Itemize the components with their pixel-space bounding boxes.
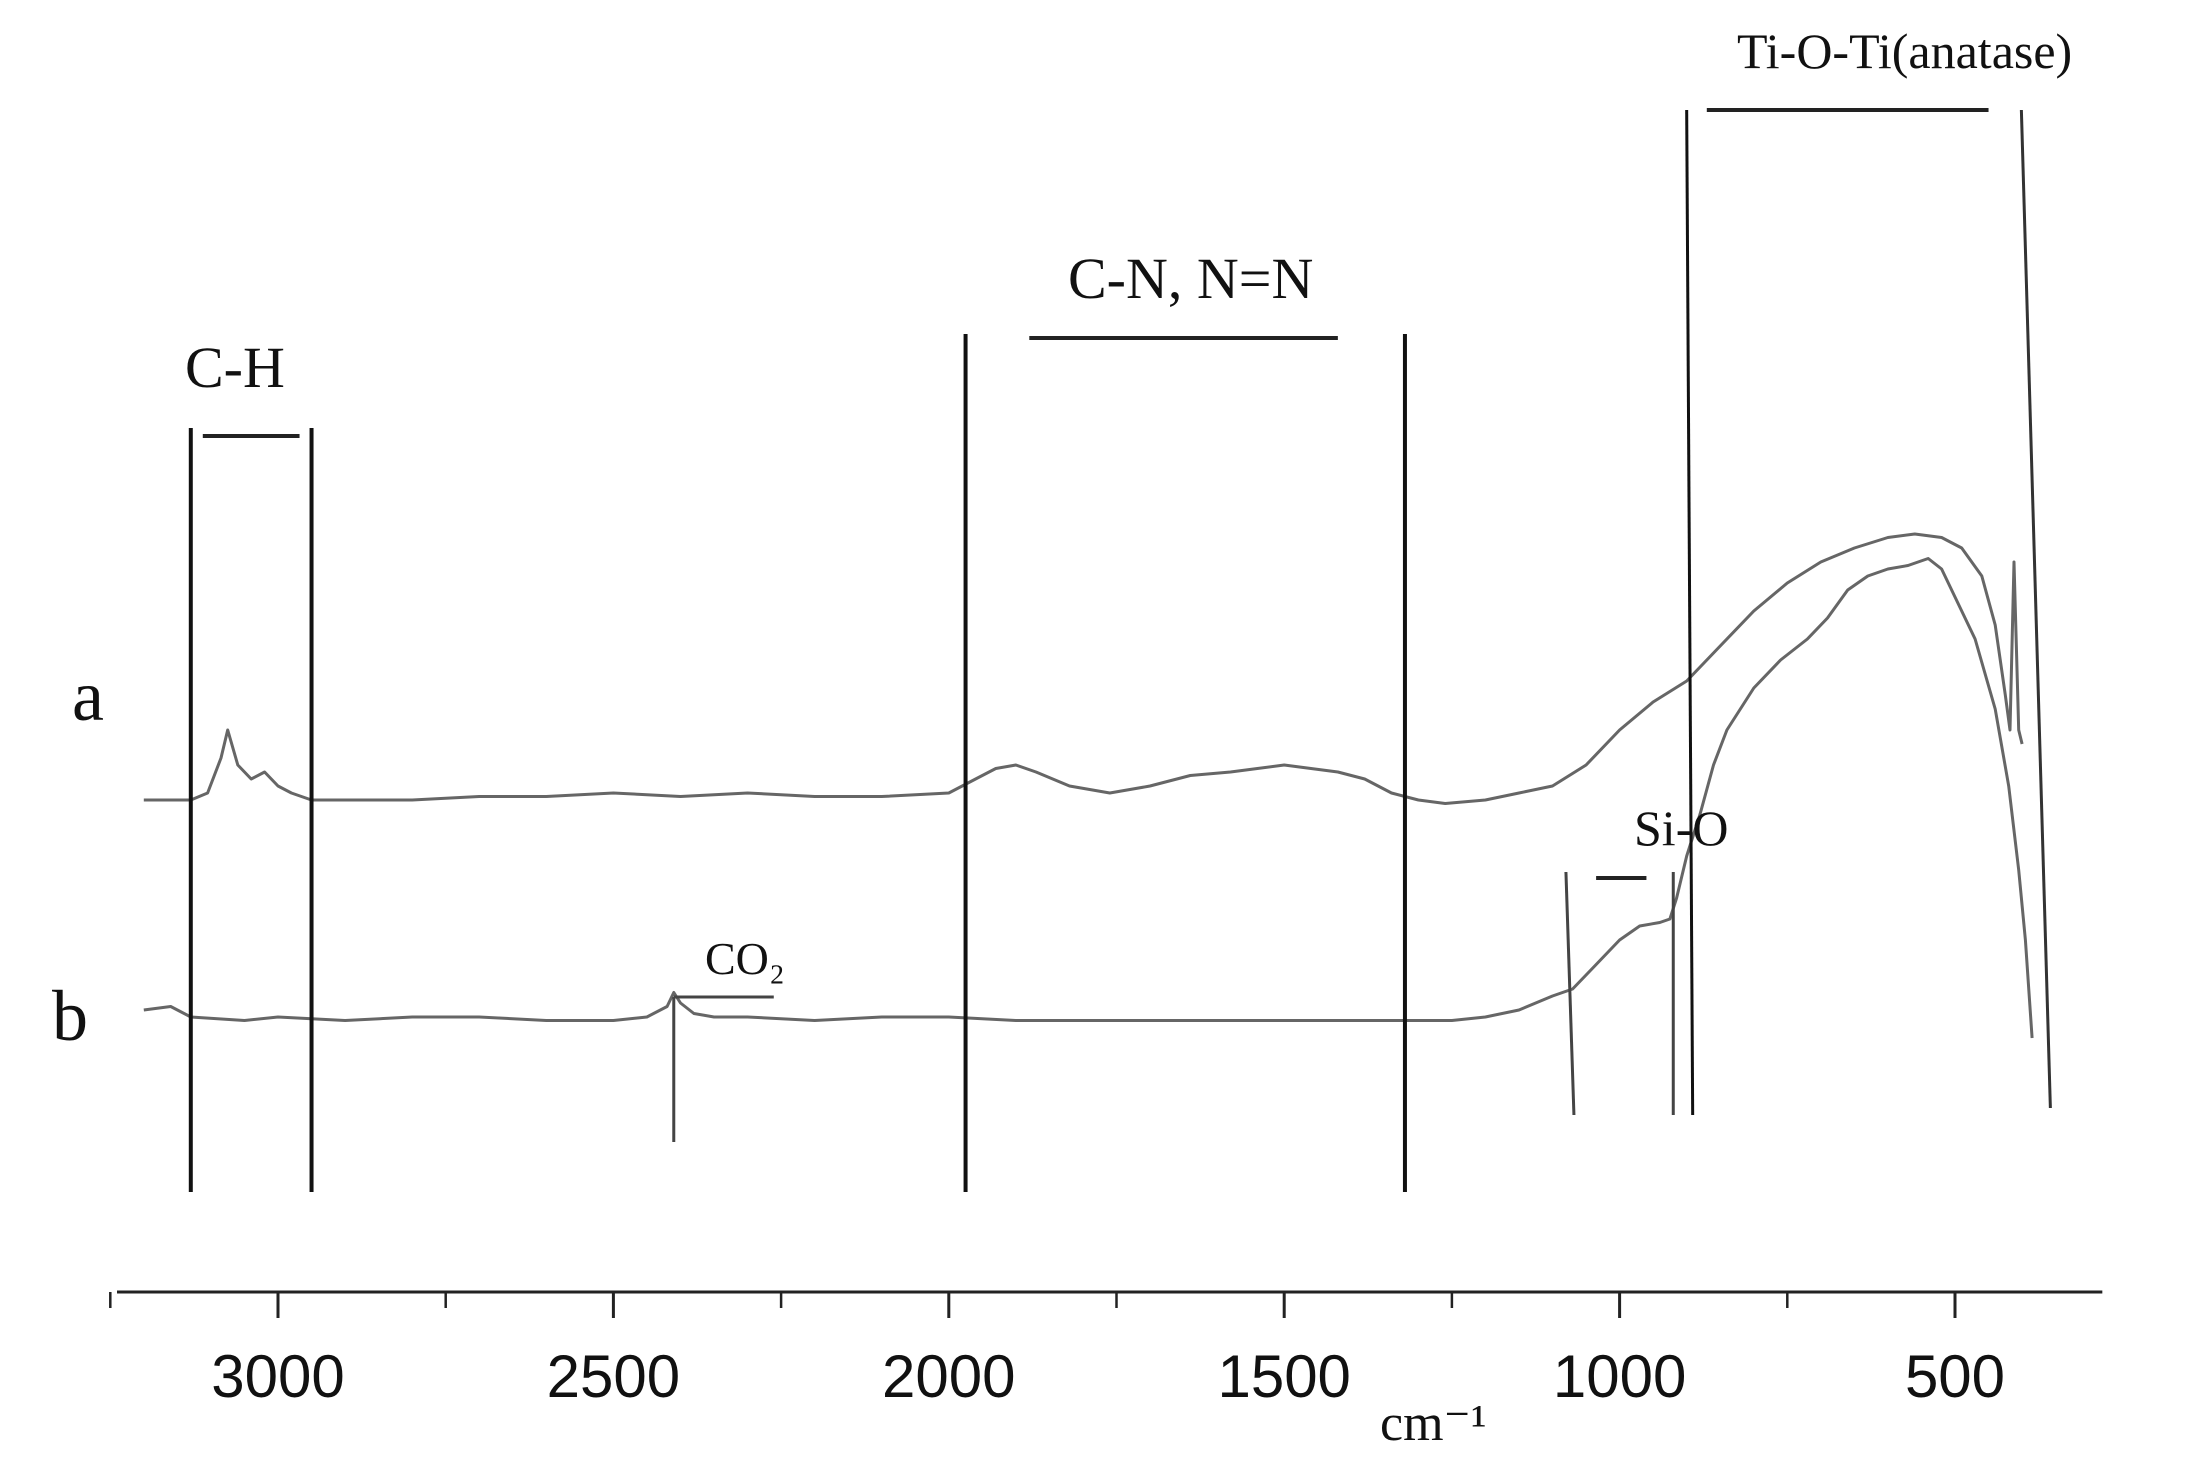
series-b-label: b [52, 976, 88, 1056]
band-si-o-left-marker [1564, 871, 1576, 1116]
x-tick-label: 500 [1905, 1343, 2005, 1410]
band-label-si-o: Si-O [1634, 800, 1728, 856]
series-a-label: a [72, 656, 104, 736]
band-ti-o-ti-right-marker [2019, 109, 2052, 1109]
series-b-line [143, 557, 2034, 1039]
peak-label-co2: CO₂ [705, 933, 785, 984]
series-a-line [143, 532, 2024, 805]
chart-text-layer: a b C-H C-N, N=N Si-O Ti-O-Ti(anatase) C… [52, 23, 2072, 1452]
band-label-c-n-n-n: C-N, N=N [1068, 246, 1313, 311]
band-ti-o-ti-left-marker [1685, 109, 1695, 1116]
x-tick-label: 2500 [547, 1343, 680, 1410]
band-label-c-h: C-H [185, 335, 285, 400]
chart-lines-layer [109, 108, 2103, 1318]
x-tick-label: 1500 [1217, 1343, 1350, 1410]
x-tick-label: 1000 [1553, 1343, 1686, 1410]
x-tick-label: 3000 [211, 1343, 344, 1410]
x-tick-label: 2000 [882, 1343, 1015, 1410]
x-axis-unit-label: cm⁻¹ [1380, 1395, 1487, 1452]
band-label-ti-o-ti-anatase: Ti-O-Ti(anatase) [1737, 23, 2072, 79]
